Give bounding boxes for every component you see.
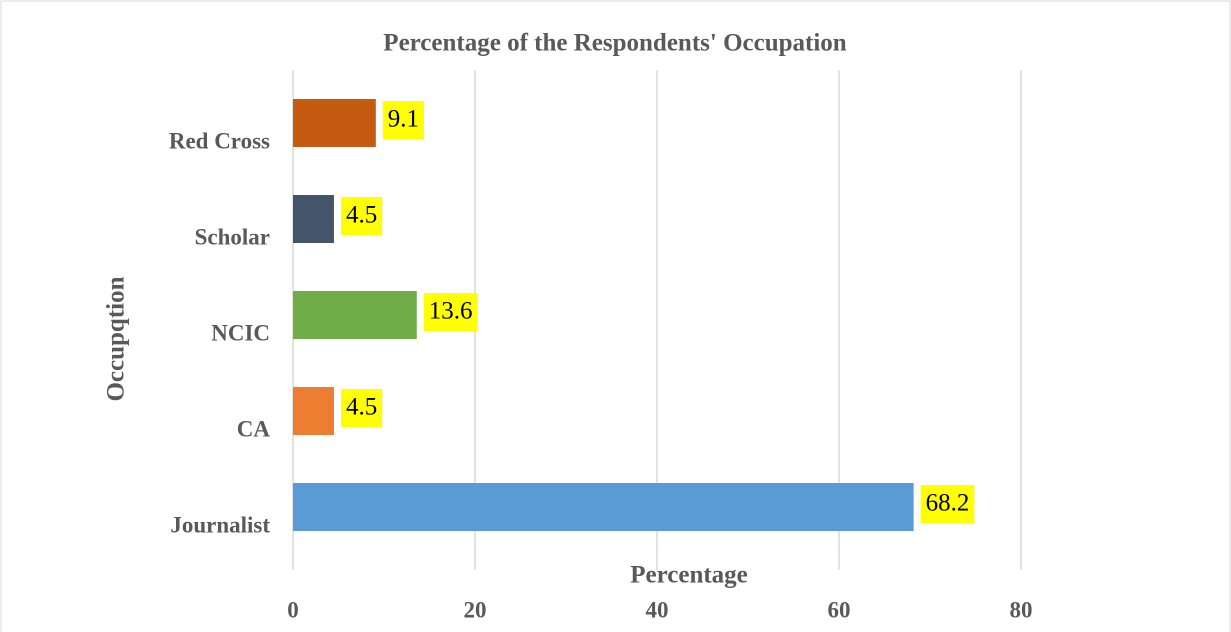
value-label: 68.2 (926, 490, 970, 517)
bar (293, 387, 334, 435)
y-tick-label: CA (237, 416, 271, 441)
value-label: 4.5 (346, 202, 377, 229)
x-tick-label: 20 (464, 597, 487, 622)
x-tick-label: 80 (1010, 597, 1033, 622)
y-tick-label: Journalist (170, 512, 270, 537)
y-tick-label: Red Cross (169, 128, 270, 153)
value-label-bg (382, 101, 425, 139)
value-label: 13.6 (429, 298, 473, 325)
bar (293, 291, 417, 339)
x-tick-label: 0 (287, 597, 299, 622)
bar (293, 483, 914, 531)
x-axis-label: Percentage (630, 562, 748, 589)
value-label-bg (920, 485, 975, 523)
value-label-bg (423, 293, 478, 331)
chart-title: Percentage of the Respondents' Occupatio… (383, 30, 846, 57)
y-tick-label: Scholar (195, 224, 270, 249)
y-tick-label: NCIC (211, 320, 270, 345)
value-label: 4.5 (346, 394, 377, 421)
value-label-bg (340, 389, 383, 427)
x-tick-label: 40 (646, 597, 669, 622)
value-label: 9.1 (388, 106, 419, 133)
x-tick-label: 60 (828, 597, 851, 622)
bar (293, 195, 334, 243)
y-axis-label: Occupqtion (103, 276, 130, 401)
value-label-bg (340, 197, 383, 235)
bar (293, 99, 376, 147)
